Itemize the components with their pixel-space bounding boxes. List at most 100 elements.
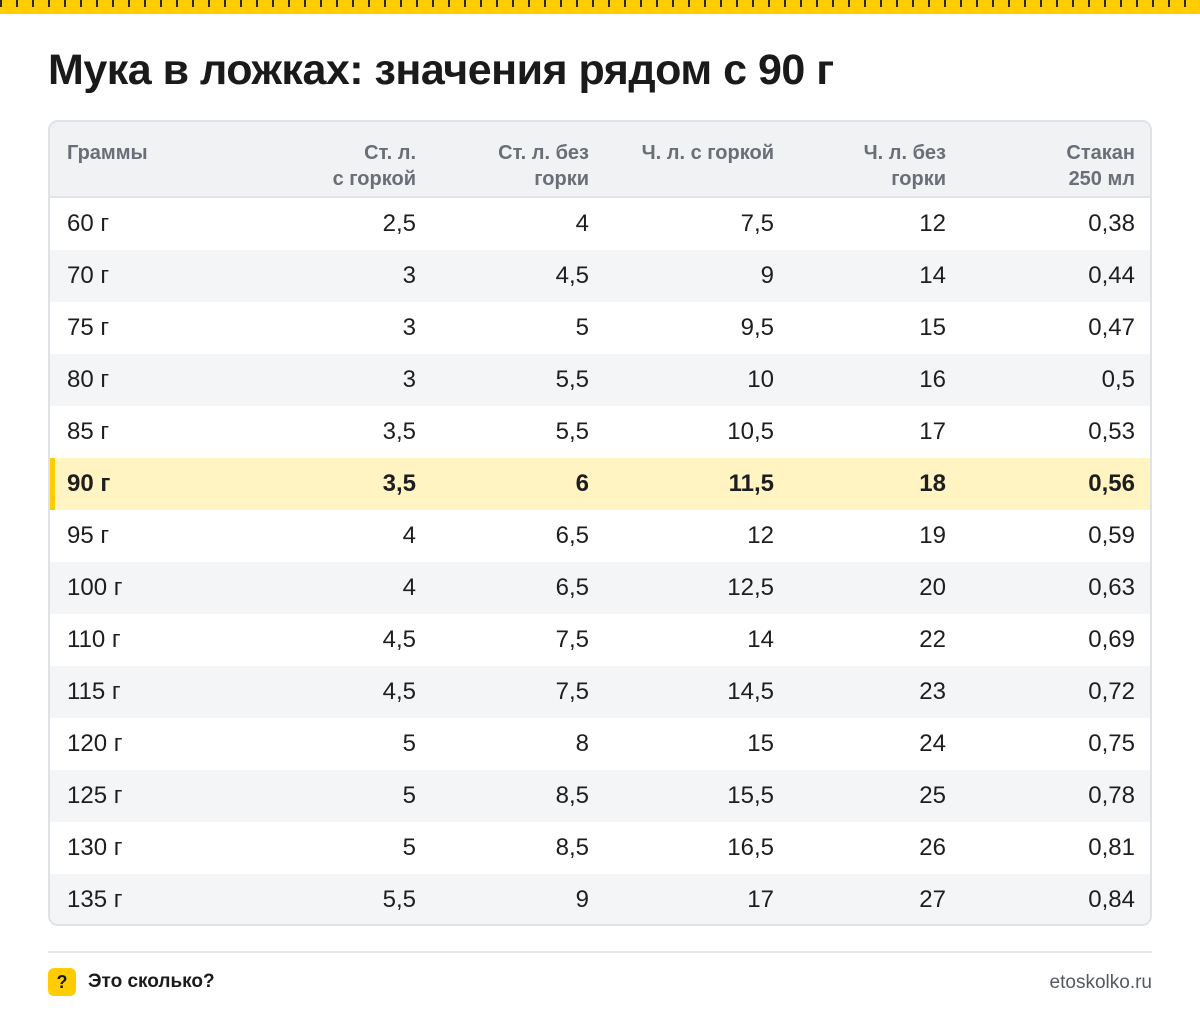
header-cup-250ml: Стакан 250 мл [1066,142,1135,190]
cell-tsp-heaped: 9,5 [740,314,774,341]
cell-tbsp-heaped: 5,5 [382,886,416,913]
table-body: 60 г 2,5 4 7,5 12 0,38 70 г 3 4,5 9 14 0,44 75 г 3 5 9,… [50,198,1150,924]
cell-tbsp-level: 6,5 [555,522,589,549]
header-tbsp-heaped: Ст. л. с горкой [332,142,416,190]
table-row: 115 г 4,5 7,5 14,5 23 0,72 [50,666,1150,718]
cell-tbsp-heaped: 3 [402,262,416,289]
question-mark-icon: ? [48,968,76,996]
ruler-top-border [0,0,1200,14]
cell-cup-250ml: 0,81 [1088,834,1135,861]
table-row: 95 г 4 6,5 12 19 0,59 [50,510,1150,562]
cell-grams: 80 г [67,366,110,393]
cell-cup-250ml: 0,53 [1088,418,1135,445]
table-row: 110 г 4,5 7,5 14 22 0,69 [50,614,1150,666]
site-link[interactable]: etoskolko.ru [1049,972,1152,993]
cell-tsp-heaped: 12 [747,522,774,549]
header-grams: Граммы [67,142,148,164]
cell-cup-250ml: 0,84 [1088,886,1135,913]
table-row: 80 г 3 5,5 10 16 0,5 [50,354,1150,406]
cell-tbsp-heaped: 5 [402,730,416,757]
cell-cup-250ml: 0,78 [1088,782,1135,809]
page-title: Мука в ложках: значения рядом с 90 г [48,46,834,94]
cell-cup-250ml: 0,47 [1088,314,1135,341]
cell-tbsp-level: 8,5 [555,782,589,809]
cell-tbsp-heaped: 3,5 [382,418,416,445]
cell-tsp-heaped: 15 [747,730,774,757]
cell-tbsp-heaped: 5 [402,782,416,809]
table-row: 125 г 5 8,5 15,5 25 0,78 [50,770,1150,822]
cell-grams: 120 г [67,730,123,757]
cell-tsp-heaped: 16,5 [727,834,774,861]
cell-grams: 90 г [67,470,111,497]
cell-tbsp-level: 9 [575,886,589,913]
cell-tsp-heaped: 10,5 [727,418,774,445]
cell-tsp-heaped: 10 [747,366,774,393]
cell-tbsp-level: 4 [575,210,589,237]
cell-tbsp-heaped: 5 [402,834,416,861]
cell-cup-250ml: 0,75 [1088,730,1135,757]
cell-grams: 115 г [67,678,121,705]
footer-brand[interactable]: ? Это сколько? [48,968,215,996]
cell-tsp-heaped: 17 [747,886,774,913]
cell-cup-250ml: 0,5 [1101,366,1135,393]
cell-grams: 125 г [67,782,123,809]
cell-tbsp-heaped: 4 [402,522,416,549]
cell-tsp-heaped: 11,5 [728,470,774,497]
cell-tbsp-level: 5,5 [555,418,589,445]
cell-grams: 85 г [67,418,110,445]
cell-tbsp-level: 4,5 [555,262,589,289]
cell-grams: 110 г [67,626,121,653]
cell-cup-250ml: 0,72 [1088,678,1135,705]
cell-tbsp-level: 7,5 [555,626,589,653]
cell-tsp-level: 22 [919,626,946,653]
cell-tsp-heaped: 14,5 [727,678,774,705]
table-row: 85 г 3,5 5,5 10,5 17 0,53 [50,406,1150,458]
cell-tbsp-heaped: 3 [402,314,416,341]
cell-tsp-level: 12 [919,210,946,237]
cell-tsp-level: 27 [919,886,946,913]
conversion-table: Граммы Ст. л. с горкой Ст. л. без горки … [48,120,1152,926]
cell-tbsp-heaped: 3,5 [382,470,416,497]
table-row: 100 г 4 6,5 12,5 20 0,63 [50,562,1150,614]
cell-grams: 100 г [67,574,123,601]
table-row: 60 г 2,5 4 7,5 12 0,38 [50,198,1150,250]
cell-tbsp-level: 6,5 [555,574,589,601]
cell-cup-250ml: 0,63 [1088,574,1135,601]
header-tsp-level: Ч. л. без горки [863,142,946,190]
cell-cup-250ml: 0,59 [1088,522,1135,549]
cell-grams: 60 г [67,210,110,237]
cell-tsp-heaped: 9 [760,262,774,289]
cell-grams: 95 г [67,522,110,549]
cell-tsp-level: 26 [919,834,946,861]
cell-cup-250ml: 0,38 [1088,210,1135,237]
cell-tsp-level: 14 [919,262,946,289]
table-row-highlighted: 90 г 3,5 6 11,5 18 0,56 [50,458,1150,510]
cell-tbsp-level: 6 [575,470,589,497]
table-row: 135 г 5,5 9 17 27 0,84 [50,874,1150,924]
cell-grams: 135 г [67,886,123,913]
brand-name: Это сколько? [88,971,215,992]
cell-tbsp-level: 5,5 [555,366,589,393]
cell-tbsp-heaped: 3 [402,366,416,393]
cell-tsp-heaped: 7,5 [740,210,774,237]
cell-tsp-heaped: 14 [747,626,774,653]
cell-tbsp-heaped: 4,5 [382,626,416,653]
cell-tsp-heaped: 15,5 [727,782,774,809]
cell-tsp-level: 16 [919,366,946,393]
cell-tbsp-level: 5 [575,314,589,341]
cell-tsp-level: 24 [919,730,946,757]
table-row: 70 г 3 4,5 9 14 0,44 [50,250,1150,302]
cell-tbsp-level: 8 [575,730,589,757]
cell-tsp-heaped: 12,5 [727,574,774,601]
cell-grams: 75 г [67,314,110,341]
cell-cup-250ml: 0,56 [1088,470,1135,497]
cell-grams: 70 г [67,262,110,289]
cell-tsp-level: 19 [919,522,946,549]
cell-cup-250ml: 0,69 [1088,626,1135,653]
table-row: 75 г 3 5 9,5 15 0,47 [50,302,1150,354]
cell-tsp-level: 25 [919,782,946,809]
cell-cup-250ml: 0,44 [1088,262,1135,289]
cell-tsp-level: 17 [919,418,946,445]
cell-tbsp-heaped: 4,5 [382,678,416,705]
header-tsp-heaped: Ч. л. с горкой [641,142,774,164]
